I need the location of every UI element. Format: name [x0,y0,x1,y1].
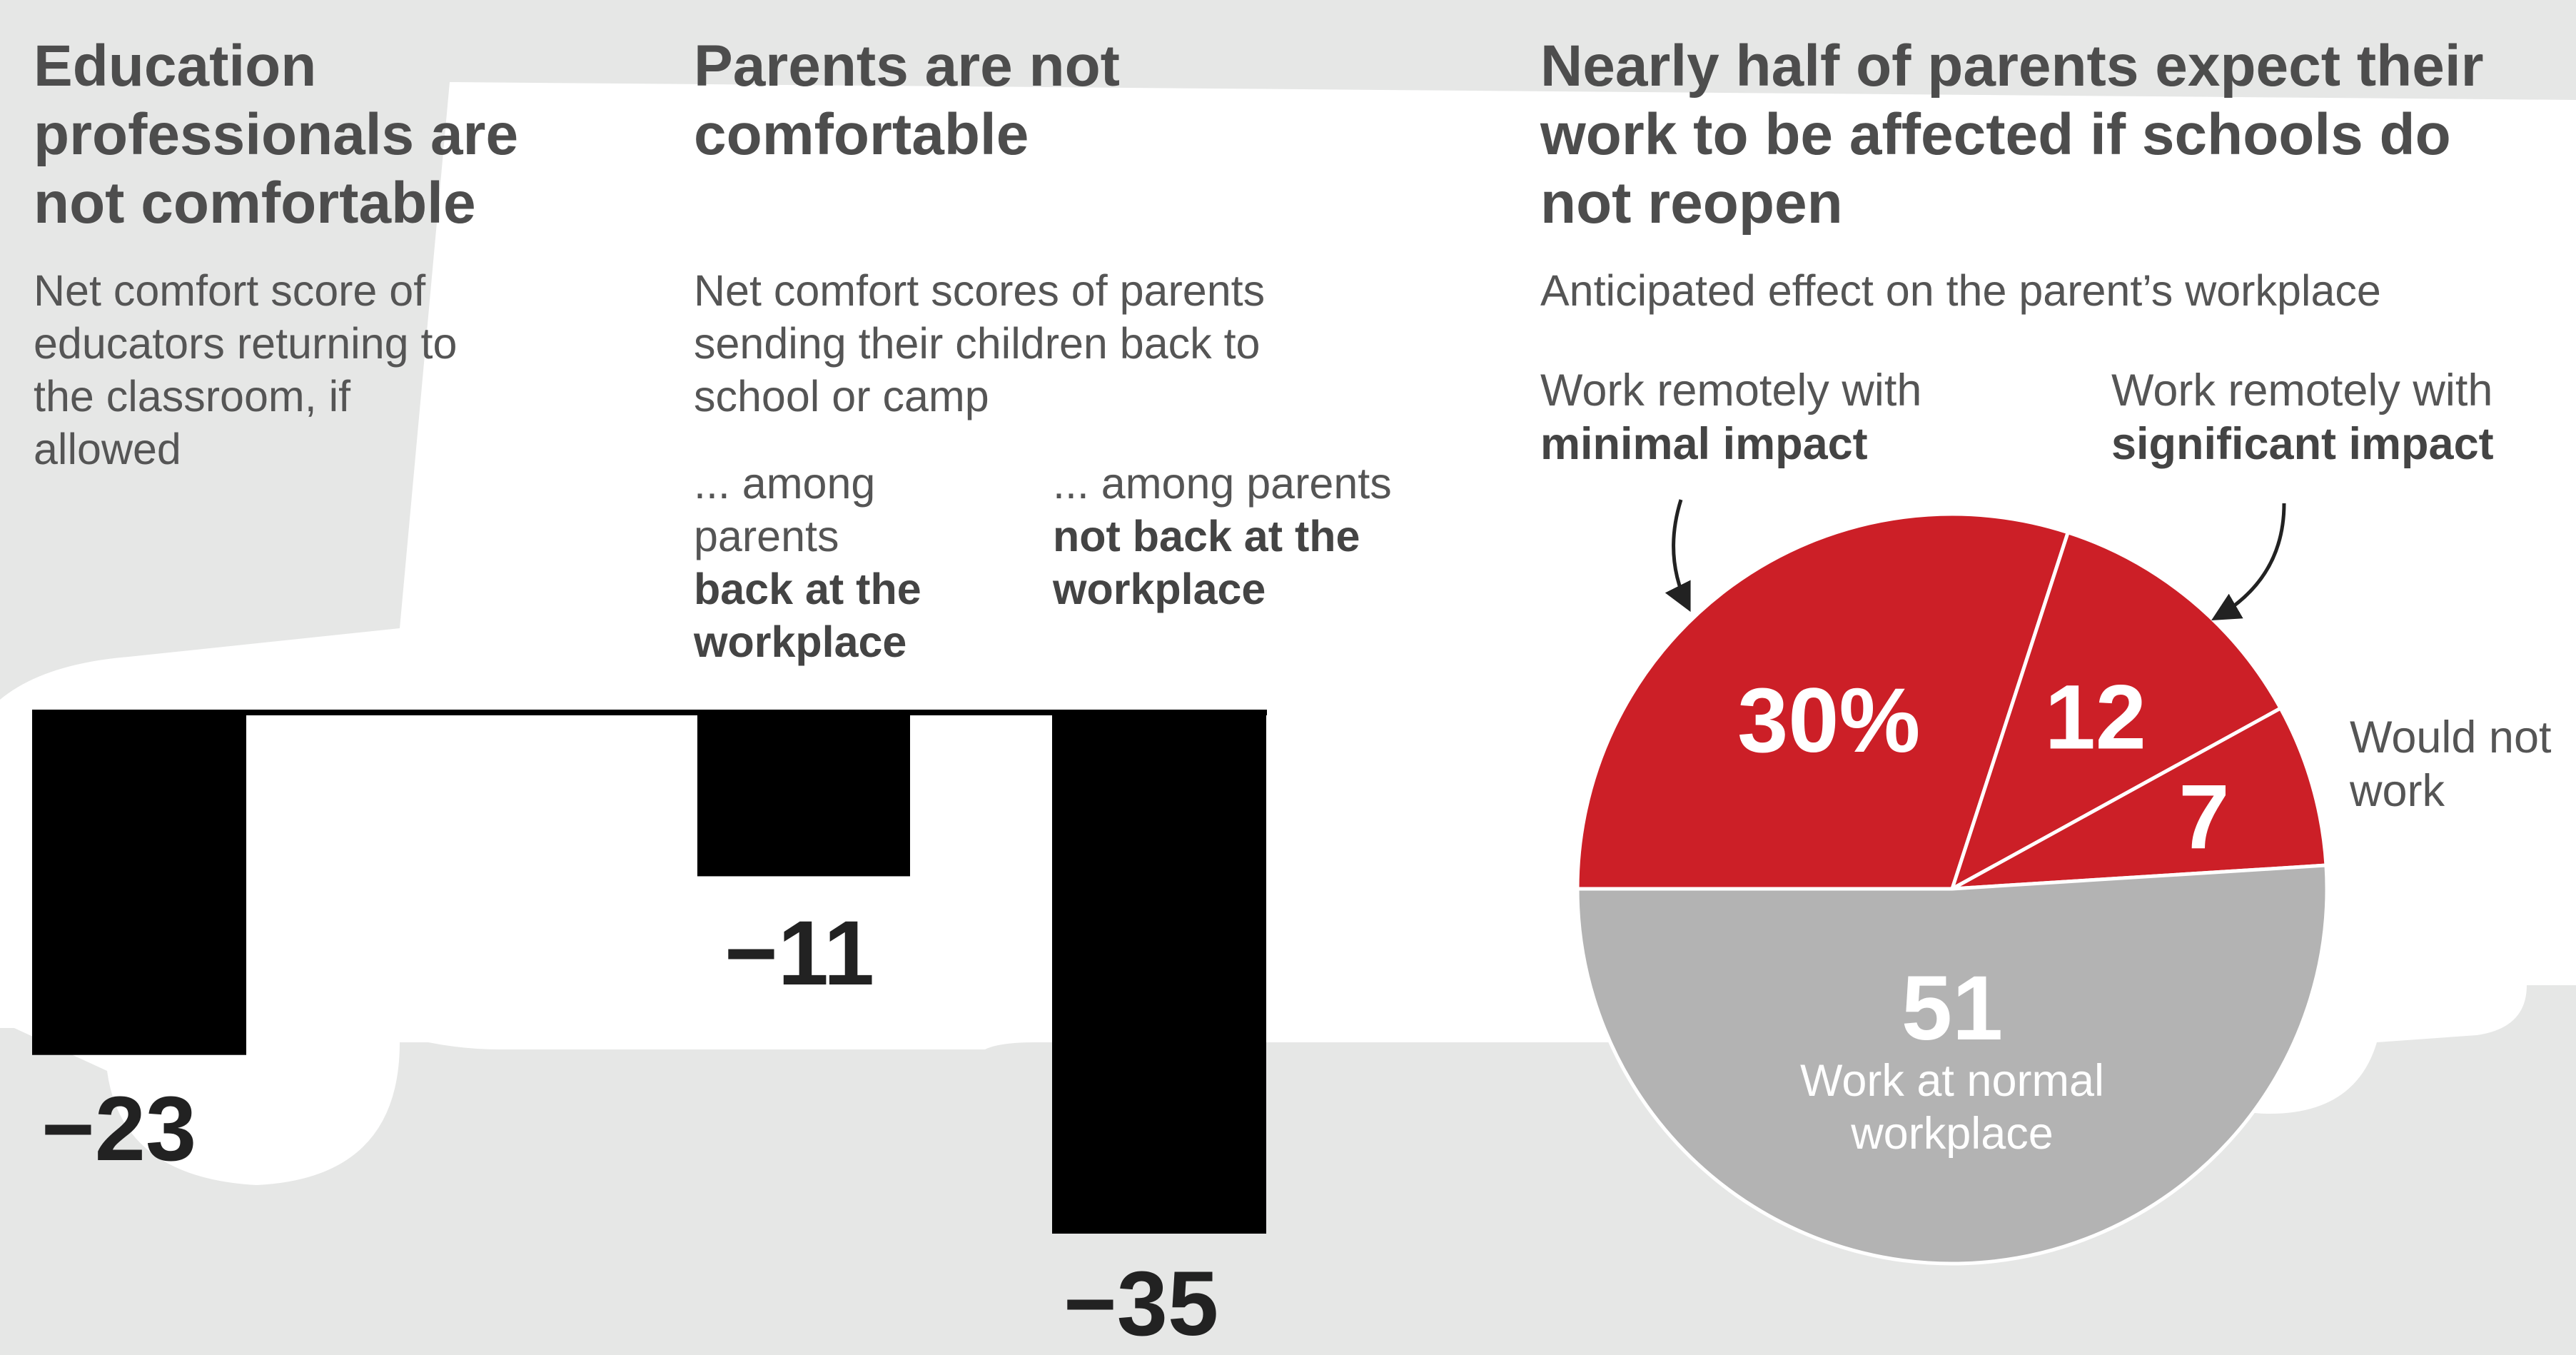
bar-parents-not-back [1052,712,1266,1234]
annotation-significant-impact: Work remotely with significant impact [2111,364,2568,471]
annotation-minimal-emphasis: minimal impact [1540,419,1868,469]
parents-subtitle: Net comfort scores of parents sending th… [694,266,1266,420]
annotation-normal-workplace-line-1: Work at normal [1800,1056,2104,1106]
group-label-not-back-emphasis: not back at the workplace [1053,512,1360,613]
group-label-not-back-prefix: ... among parents [1053,459,1392,508]
annotation-minimal-impact: Work remotely with minimal impact [1540,364,2054,471]
pie-label-would-not-work: 7 [2178,767,2229,869]
arrow-minimal-icon [1665,499,1691,613]
educators-title: Education professionals are not comforta… [34,34,519,236]
group-label-back-emphasis: back at the workplace [694,565,921,666]
pie-slice-normal-workplace [1575,863,2329,1266]
group-label-back: ... among parents back at the workplace [694,457,1029,668]
pie-slice-would-not-work [1951,705,2328,891]
annotation-significant-emphasis: significant impact [2111,419,2494,469]
group-label-not-back: ... among parents not back at the workpl… [1053,457,1424,615]
group-label-back-prefix: ... among parents [694,459,876,560]
arrow-significant-icon [2211,503,2286,621]
bar-label-parents-back: −11 [724,902,875,1004]
annotation-would-not-work: Would not work [2350,712,2552,816]
annotation-normal-workplace-line-2: workplace [1850,1109,2054,1159]
bar-educators [32,712,246,1055]
educators-subtitle: Net comfort score of educators returning… [34,266,458,473]
pie-slice-significant-impact [1949,530,2283,893]
annotation-significant-prefix: Work remotely with [2111,366,2493,415]
bar-parents-back [697,712,910,877]
annotation-minimal-prefix: Work remotely with [1540,366,1922,415]
bar-label-educators: −23 [41,1078,197,1180]
pie-label-significant-impact: 12 [2045,666,2146,768]
parents-title: Parents are not comfortable [694,34,1120,167]
workplace-title: Nearly half of parents expect their work… [1540,34,2484,236]
pie-slice-minimal-impact [1575,512,2071,891]
pie-label-normal-workplace: 51 [1901,957,2003,1059]
pie-label-minimal-impact: 30% [1737,670,1920,772]
workplace-subtitle: Anticipated effect on the parent’s workp… [1540,266,2381,315]
